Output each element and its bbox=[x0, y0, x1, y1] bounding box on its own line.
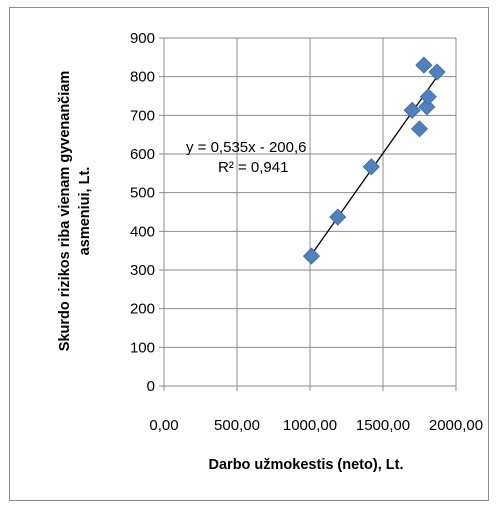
y-tick-label: 700 bbox=[130, 107, 155, 124]
r-squared-label: R² = 0,941 bbox=[218, 159, 288, 176]
gridlines bbox=[164, 37, 457, 386]
x-tick-label: 1500,00 bbox=[356, 417, 410, 434]
y-tick-label: 100 bbox=[130, 339, 155, 356]
trendline-equation: y = 0,535x - 200,6 bbox=[186, 139, 307, 156]
axes bbox=[159, 37, 457, 391]
y-tick-label: 600 bbox=[130, 146, 155, 163]
y-axis-title-line-2: asmeniui, Lt. bbox=[77, 167, 93, 256]
data-point bbox=[410, 120, 429, 138]
x-tick-label: 0,00 bbox=[149, 417, 178, 434]
y-tick-labels: 0 100 200 300 400 500 600 700 800 900 bbox=[130, 30, 155, 395]
y-tick-label: 200 bbox=[130, 301, 155, 318]
data-point bbox=[362, 158, 380, 176]
x-tick-label: 500,00 bbox=[214, 417, 260, 434]
data-point bbox=[329, 208, 347, 226]
y-tick-label: 0 bbox=[147, 378, 155, 395]
y-tick-label: 300 bbox=[130, 262, 155, 279]
y-tick-label: 800 bbox=[130, 69, 155, 86]
x-tick-label: 2000,00 bbox=[429, 417, 483, 434]
y-tick-label: 900 bbox=[130, 30, 155, 47]
data-point bbox=[419, 88, 437, 106]
x-axis-title: Darbo užmokestis (neto), Lt. bbox=[209, 457, 404, 473]
chart-area bbox=[9, 7, 489, 501]
data-point bbox=[428, 63, 446, 81]
y-tick-label: 400 bbox=[130, 223, 155, 240]
x-tick-labels: 0,00 500,00 1000,00 1500,00 2000,00 bbox=[149, 417, 483, 434]
x-tick-label: 1000,00 bbox=[283, 417, 337, 434]
data-point bbox=[403, 101, 421, 119]
y-axis-title-line-1: Skurdo rizikos riba vienam gyvenančiam bbox=[57, 71, 73, 351]
data-point bbox=[302, 247, 321, 265]
data-point bbox=[415, 56, 433, 74]
data-points bbox=[302, 56, 446, 265]
data-point bbox=[418, 98, 436, 116]
y-tick-label: 500 bbox=[130, 185, 155, 202]
